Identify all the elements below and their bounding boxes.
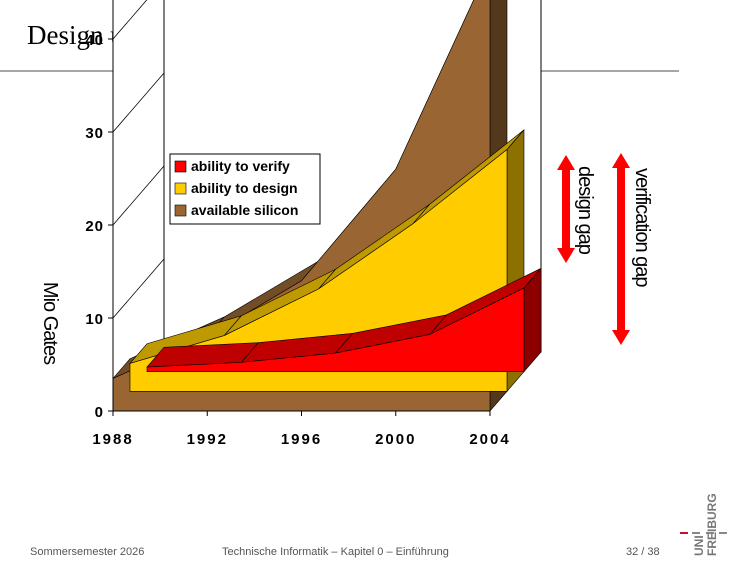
legend-label-2: ability to design bbox=[191, 180, 298, 196]
verification-gap-label: verification gap bbox=[631, 168, 653, 287]
series-front-1 bbox=[146, 287, 525, 372]
design-gap-arrow bbox=[557, 155, 575, 263]
footer-course: Technische Informatik – Kapitel 0 – Einf… bbox=[222, 546, 449, 558]
y-tick-label: 0 bbox=[95, 404, 104, 421]
x-tick-label: 1996 bbox=[281, 431, 322, 448]
design-gap-label: design gap bbox=[574, 166, 596, 255]
y-axis-label: Mio Gates bbox=[39, 282, 61, 365]
verification-gap-arrow bbox=[612, 153, 630, 345]
side-gridline bbox=[112, 72, 165, 133]
verification-gap-arrow-head-top bbox=[612, 153, 630, 168]
design-gap-arrow-head-top bbox=[557, 155, 575, 170]
y-tick-label: 10 bbox=[85, 311, 104, 328]
legend-swatch-3 bbox=[174, 204, 187, 217]
x-tick-label: 2004 bbox=[469, 431, 510, 448]
chart-axes: 0 10 20 30 40 1988 1992 1996 2000 2004 Mio Gates bbox=[39, 32, 510, 448]
y-tick-label: 30 bbox=[85, 125, 104, 142]
legend-swatch-2 bbox=[174, 182, 187, 195]
y-tick-label: 40 bbox=[85, 32, 104, 49]
y-tick-label: 20 bbox=[85, 218, 104, 235]
x-tick-label: 2000 bbox=[375, 431, 416, 448]
legend-swatch-1 bbox=[174, 160, 187, 173]
verification-gap-arrow-shaft bbox=[617, 167, 625, 331]
footer-semester: Sommersemester 2026 bbox=[30, 546, 145, 558]
side-gridline bbox=[112, 258, 165, 319]
side-gridline bbox=[112, 165, 165, 226]
legend-label-1: ability to verify bbox=[191, 158, 290, 174]
design-gap-arrow-head-bottom bbox=[557, 248, 575, 263]
x-tick-label: 1988 bbox=[92, 431, 133, 448]
x-tick-label: 1992 bbox=[187, 431, 228, 448]
footer-page-number: 32 / 38 bbox=[626, 546, 660, 558]
design-gap-arrow-shaft bbox=[562, 169, 570, 249]
side-gridline bbox=[112, 0, 148, 40]
gap-annotations: design gap verification gap bbox=[557, 153, 653, 345]
logo-freiburg-text: FREIBURG bbox=[705, 493, 719, 556]
legend-label-3: available silicon bbox=[191, 202, 298, 218]
university-logo: UNI FREIBURG bbox=[680, 493, 727, 556]
verification-gap-arrow-head-bottom bbox=[612, 330, 630, 345]
chart-areas bbox=[112, 0, 542, 412]
logo-uni-text: UNI bbox=[692, 535, 706, 556]
chart-legend: ability to verify ability to design availa… bbox=[169, 153, 321, 225]
legend-box bbox=[169, 153, 321, 225]
